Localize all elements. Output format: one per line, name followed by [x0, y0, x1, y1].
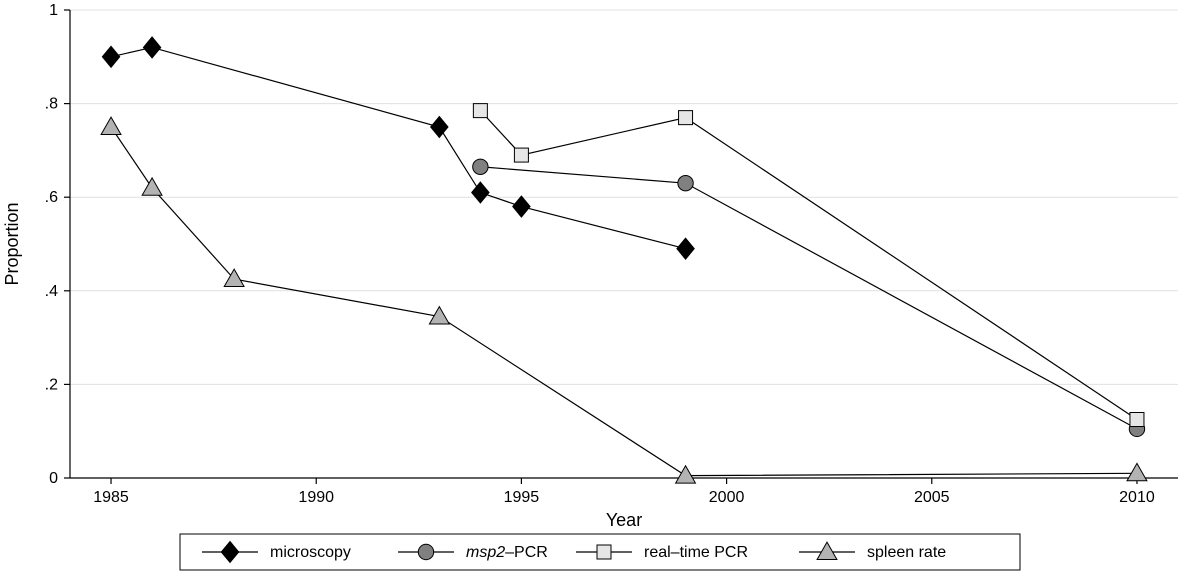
x-tick-label: 1990	[298, 489, 334, 506]
y-tick-label: .8	[45, 96, 58, 113]
y-tick-label: 0	[49, 470, 58, 487]
chart-container: 0 .2 .4 .6 .8 1 1985 1990 1995 2000 2005 2010 Year Pr…	[0, 0, 1200, 578]
legend-label: real–time PCR	[644, 544, 748, 561]
y-tick-label: .4	[45, 283, 58, 300]
y-axis-label: Proportion	[2, 202, 22, 285]
x-tick-label: 2005	[914, 489, 950, 506]
x-tick-label: 1995	[504, 489, 540, 506]
x-tick-label: 2000	[709, 489, 745, 506]
line-chart: 0 .2 .4 .6 .8 1 1985 1990 1995 2000 2005 2010 Year Pr…	[0, 0, 1200, 578]
x-tick-label: 2010	[1119, 489, 1155, 506]
x-tick-label: 1985	[93, 489, 129, 506]
legend-label: msp2–PCR	[466, 544, 548, 561]
legend-label: spleen rate	[867, 544, 946, 561]
y-tick-label: 1	[49, 2, 58, 19]
y-tick-label: .6	[45, 189, 58, 206]
legend-item-realtimepcr: real–time PCR	[576, 544, 748, 561]
x-axis-label: Year	[606, 510, 642, 530]
legend-label: microscopy	[270, 544, 351, 561]
y-tick-label: .2	[45, 376, 58, 393]
